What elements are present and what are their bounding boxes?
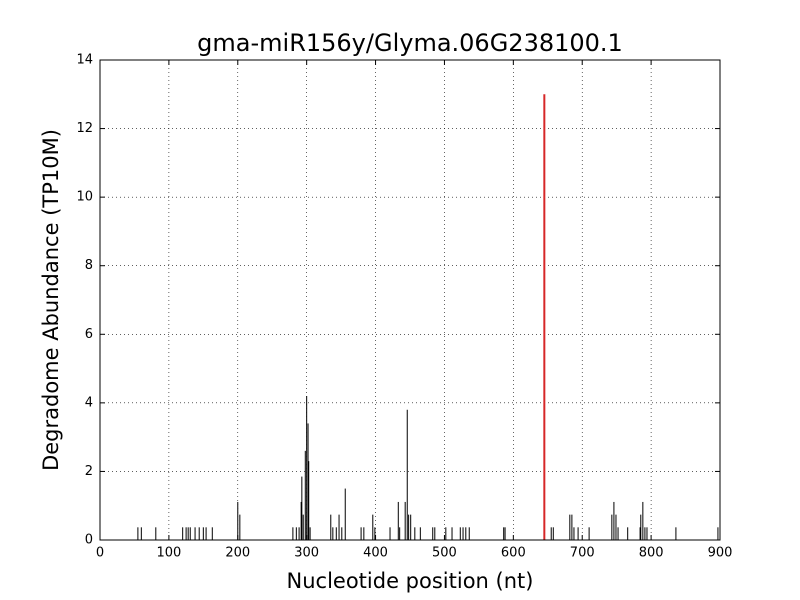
x-tick-label: 0 <box>96 546 104 561</box>
y-tick-label: 4 <box>85 395 93 410</box>
x-tick-label: 300 <box>294 546 319 561</box>
y-tick-label: 8 <box>85 258 93 273</box>
x-tick-label: 100 <box>156 546 181 561</box>
y-tick-label: 6 <box>85 327 93 342</box>
x-tick-label: 500 <box>432 546 457 561</box>
y-tick-label: 12 <box>76 121 93 136</box>
chart-title: gma-miR156y/Glyma.06G238100.1 <box>197 29 623 57</box>
y-tick-label: 14 <box>76 53 93 68</box>
y-axis-label: Degradome Abundance (TP10M) <box>39 129 63 471</box>
y-tick-label: 2 <box>85 464 93 479</box>
x-tick-label: 600 <box>501 546 526 561</box>
y-tick-label: 10 <box>76 190 93 205</box>
y-tick-label: 0 <box>85 533 93 548</box>
x-tick-label: 900 <box>708 546 733 561</box>
x-tick-label: 400 <box>363 546 388 561</box>
plot-frame <box>99 59 721 541</box>
x-tick-label: 200 <box>225 546 250 561</box>
x-tick-label: 800 <box>639 546 664 561</box>
x-axis-label: Nucleotide position (nt) <box>287 569 534 593</box>
x-tick-label: 700 <box>570 546 595 561</box>
